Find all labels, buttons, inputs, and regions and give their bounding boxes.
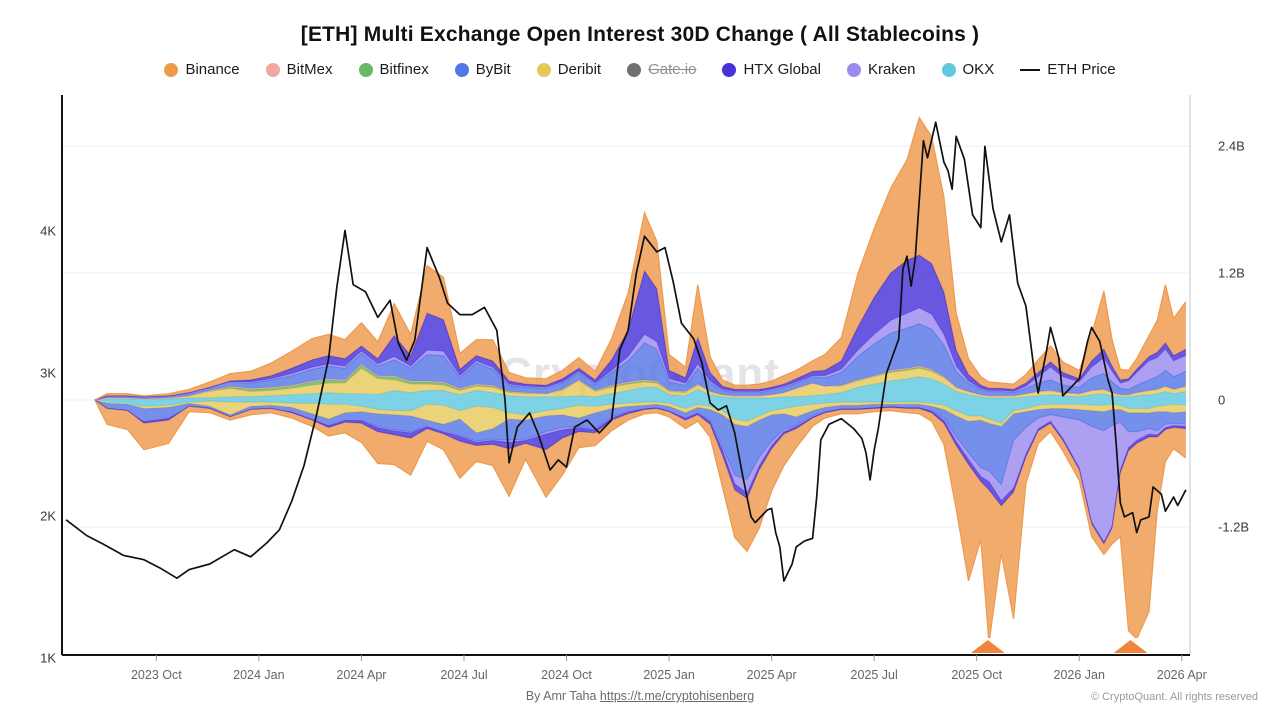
x-axis-tick-2024-oct: 2024 Oct: [541, 668, 592, 682]
chart-legend: Binance BitMex Bitfinex ByBit Deribit Gate.io…: [0, 61, 1280, 78]
legend-label: Gate.io: [648, 61, 697, 78]
legend-item-okx[interactable]: OKX: [941, 61, 995, 78]
legend-item-bitfinex[interactable]: Bitfinex: [358, 61, 429, 78]
right-axis-tick-0: 0: [1218, 392, 1226, 408]
area-okx-neg: [94, 400, 1186, 424]
legend-label: BitMex: [286, 61, 333, 78]
x-axis-tick-2025-oct: 2025 Oct: [951, 668, 1003, 682]
legend-label: ByBit: [475, 61, 511, 78]
x-axis-tick-2025-apr: 2025 Apr: [746, 668, 797, 682]
legend-label: HTX Global: [743, 61, 821, 78]
area-binance-neg: [94, 400, 1186, 638]
legend-label: Binance: [185, 61, 240, 78]
x-axis-tick-2025-jul: 2025 Jul: [850, 668, 898, 682]
right-axis-tick-1.2B: 1.2B: [1218, 265, 1245, 281]
area-bitfinex-pos: [94, 365, 1186, 400]
x-axis-tick-2026-apr: 2026 Apr: [1156, 668, 1207, 682]
offscale-triangle-marker[interactable]: [970, 640, 1005, 653]
offscale-triangle-marker[interactable]: [1113, 640, 1148, 653]
x-axis-tick-2026-jan: 2026 Jan: [1053, 668, 1105, 682]
edge-binance-neg: [94, 399, 1187, 638]
dot-swatch-icon: [536, 62, 551, 77]
dot-swatch-icon: [722, 62, 737, 77]
stacked-areas: [94, 116, 1187, 638]
byline-text: By Amr Taha: [525, 689, 600, 703]
legend-item-htx-global[interactable]: HTX Global: [722, 61, 821, 78]
legend-label: Kraken: [867, 61, 916, 78]
dot-swatch-icon: [265, 62, 280, 77]
x-axis-tick-2024-jul: 2024 Jul: [440, 668, 488, 682]
legend-item-binance[interactable]: Binance: [164, 61, 240, 78]
legend-item-eth-price[interactable]: ETH Price: [1020, 61, 1116, 78]
author-credit: By Amr Taha https://t.me/cryptohisenberg: [0, 689, 1280, 703]
edge-binance-pos: [94, 116, 1187, 401]
legend-item-deribit[interactable]: Deribit: [536, 61, 602, 78]
legend-label: OKX: [962, 61, 995, 78]
dot-swatch-icon: [358, 62, 373, 77]
dot-swatch-icon: [454, 62, 469, 77]
legend-item-bybit[interactable]: ByBit: [454, 61, 511, 78]
legend-label: Deribit: [557, 61, 602, 78]
area-htx-pos: [94, 255, 1186, 400]
left-axis-tick-2K: 2K: [40, 508, 56, 523]
x-axis-tick-2024-apr: 2024 Apr: [336, 668, 387, 682]
legend-label: Bitfinex: [379, 61, 429, 78]
dot-swatch-icon: [627, 62, 642, 77]
copyright-text: © CryptoQuant. All rights reserved: [1090, 691, 1258, 703]
right-axis-tick-2.4B: 2.4B: [1218, 138, 1245, 154]
eth-price-line: [65, 121, 1187, 582]
dot-swatch-icon: [941, 62, 956, 77]
legend-item-kraken[interactable]: Kraken: [846, 61, 916, 78]
area-bybit-neg: [94, 400, 1186, 485]
left-axis-tick-1K: 1K: [40, 650, 56, 666]
area-deribit-pos: [94, 368, 1186, 400]
dot-swatch-icon: [846, 62, 861, 77]
x-axis-tick-2024-jan: 2024 Jan: [233, 668, 285, 682]
left-axis-tick-4K: 4K: [40, 223, 56, 238]
page-title: [ETH] Multi Exchange Open Interest 30D C…: [300, 23, 980, 46]
dot-swatch-icon: [164, 62, 179, 77]
legend-label: ETH Price: [1047, 61, 1116, 78]
line-swatch-icon: [1020, 68, 1041, 71]
right-axis-tick--1.2B: -1.2B: [1218, 519, 1250, 535]
x-axis-tick-2025-jan: 2025 Jan: [643, 668, 695, 682]
telegram-link[interactable]: https://t.me/cryptohisenberg: [599, 689, 755, 703]
area-bybit-pos: [94, 323, 1186, 400]
x-axis-tick-2023-oct: 2023 Oct: [130, 668, 182, 682]
left-axis-tick-3K: 3K: [40, 365, 56, 381]
area-deribit-neg: [94, 400, 1186, 433]
legend-item-gate-io[interactable]: Gate.io: [627, 61, 696, 78]
legend-item-bitmex[interactable]: BitMex: [265, 61, 333, 78]
